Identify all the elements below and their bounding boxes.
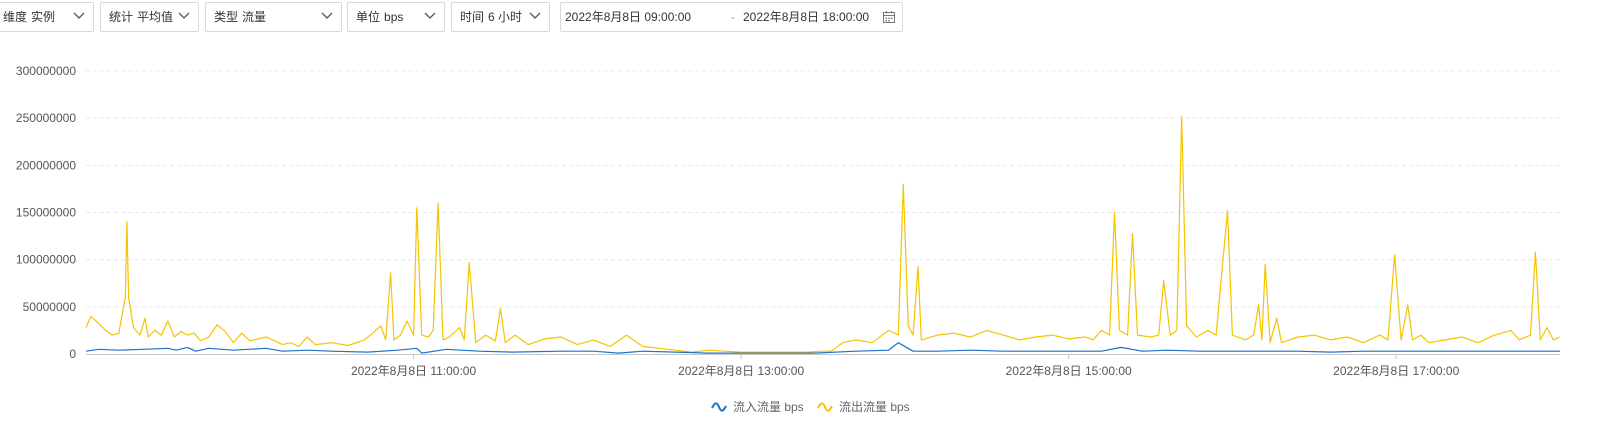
chevron-down-icon bbox=[321, 12, 333, 19]
range-start-input[interactable]: 2022年8月8日 09:00:00 bbox=[565, 10, 692, 24]
y-tick-label: 100000000 bbox=[16, 253, 76, 267]
chart-legend: 流入流量 bps 流出流量 bps bbox=[0, 398, 1598, 416]
range-end-input[interactable]: 2022年8月8日 18:00:00 bbox=[743, 10, 870, 24]
y-tick-label: 300000000 bbox=[16, 64, 76, 78]
statistic-select-label: 统计 平均值 bbox=[109, 10, 174, 24]
range-separator: - bbox=[731, 10, 735, 24]
series-layer bbox=[85, 115, 1561, 354]
y-tick-label: 50000000 bbox=[23, 300, 77, 314]
unit-select[interactable]: 单位 bps bbox=[347, 2, 445, 32]
type-select-label: 类型 流量 bbox=[214, 10, 267, 24]
axis-layer: 0 50000000 100000000 150000000 200000000 2500… bbox=[16, 64, 1560, 378]
x-tick-label: 2022年8月8日 15:00:00 bbox=[1006, 364, 1132, 378]
x-tick-label: 2022年8月8日 17:00:00 bbox=[1333, 364, 1459, 378]
statistic-select[interactable]: 统计 平均值 bbox=[100, 2, 199, 32]
series-line-inbound bbox=[85, 342, 1560, 354]
date-range-picker[interactable]: 2022年8月8日 09:00:00 - 2022年8月8日 18:00:00 bbox=[560, 2, 903, 32]
legend-inbound-wave-icon bbox=[711, 402, 727, 412]
unit-select-label: 单位 bps bbox=[356, 10, 404, 24]
legend-outbound-wave-icon bbox=[817, 402, 833, 412]
chevron-down-icon bbox=[178, 12, 190, 19]
y-tick-label: 200000000 bbox=[16, 158, 76, 172]
y-tick-label: 250000000 bbox=[16, 111, 76, 125]
filter-bar: 维度 实例 统计 平均值 类型 流量 单位 bps 时间 6 小时 2022年8月8日 0… bbox=[0, 0, 1598, 34]
y-tick-label: 150000000 bbox=[16, 206, 76, 220]
traffic-line-chart: 0 50000000 100000000 150000000 200000000 2500… bbox=[16, 64, 1561, 378]
dimension-select[interactable]: 维度 实例 bbox=[0, 2, 94, 32]
dimension-select-label: 维度 实例 bbox=[3, 10, 56, 24]
y-tick-label: 0 bbox=[69, 347, 76, 361]
series-line-outbound bbox=[85, 115, 1561, 353]
time-select[interactable]: 时间 6 小时 bbox=[451, 2, 550, 32]
calendar-icon[interactable] bbox=[882, 10, 896, 24]
time-select-label: 时间 6 小时 bbox=[460, 10, 523, 24]
chevron-down-icon bbox=[529, 12, 541, 19]
chevron-down-icon bbox=[73, 12, 85, 19]
grid-layer bbox=[86, 70, 1560, 308]
x-tick-label: 2022年8月8日 13:00:00 bbox=[678, 364, 804, 378]
legend-outbound-label: 流出流量 bps bbox=[839, 400, 910, 414]
x-tick-label: 2022年8月8日 11:00:00 bbox=[351, 364, 477, 378]
type-select[interactable]: 类型 流量 bbox=[205, 2, 342, 32]
chevron-down-icon bbox=[424, 12, 436, 19]
legend-inbound-label: 流入流量 bps bbox=[733, 400, 804, 414]
